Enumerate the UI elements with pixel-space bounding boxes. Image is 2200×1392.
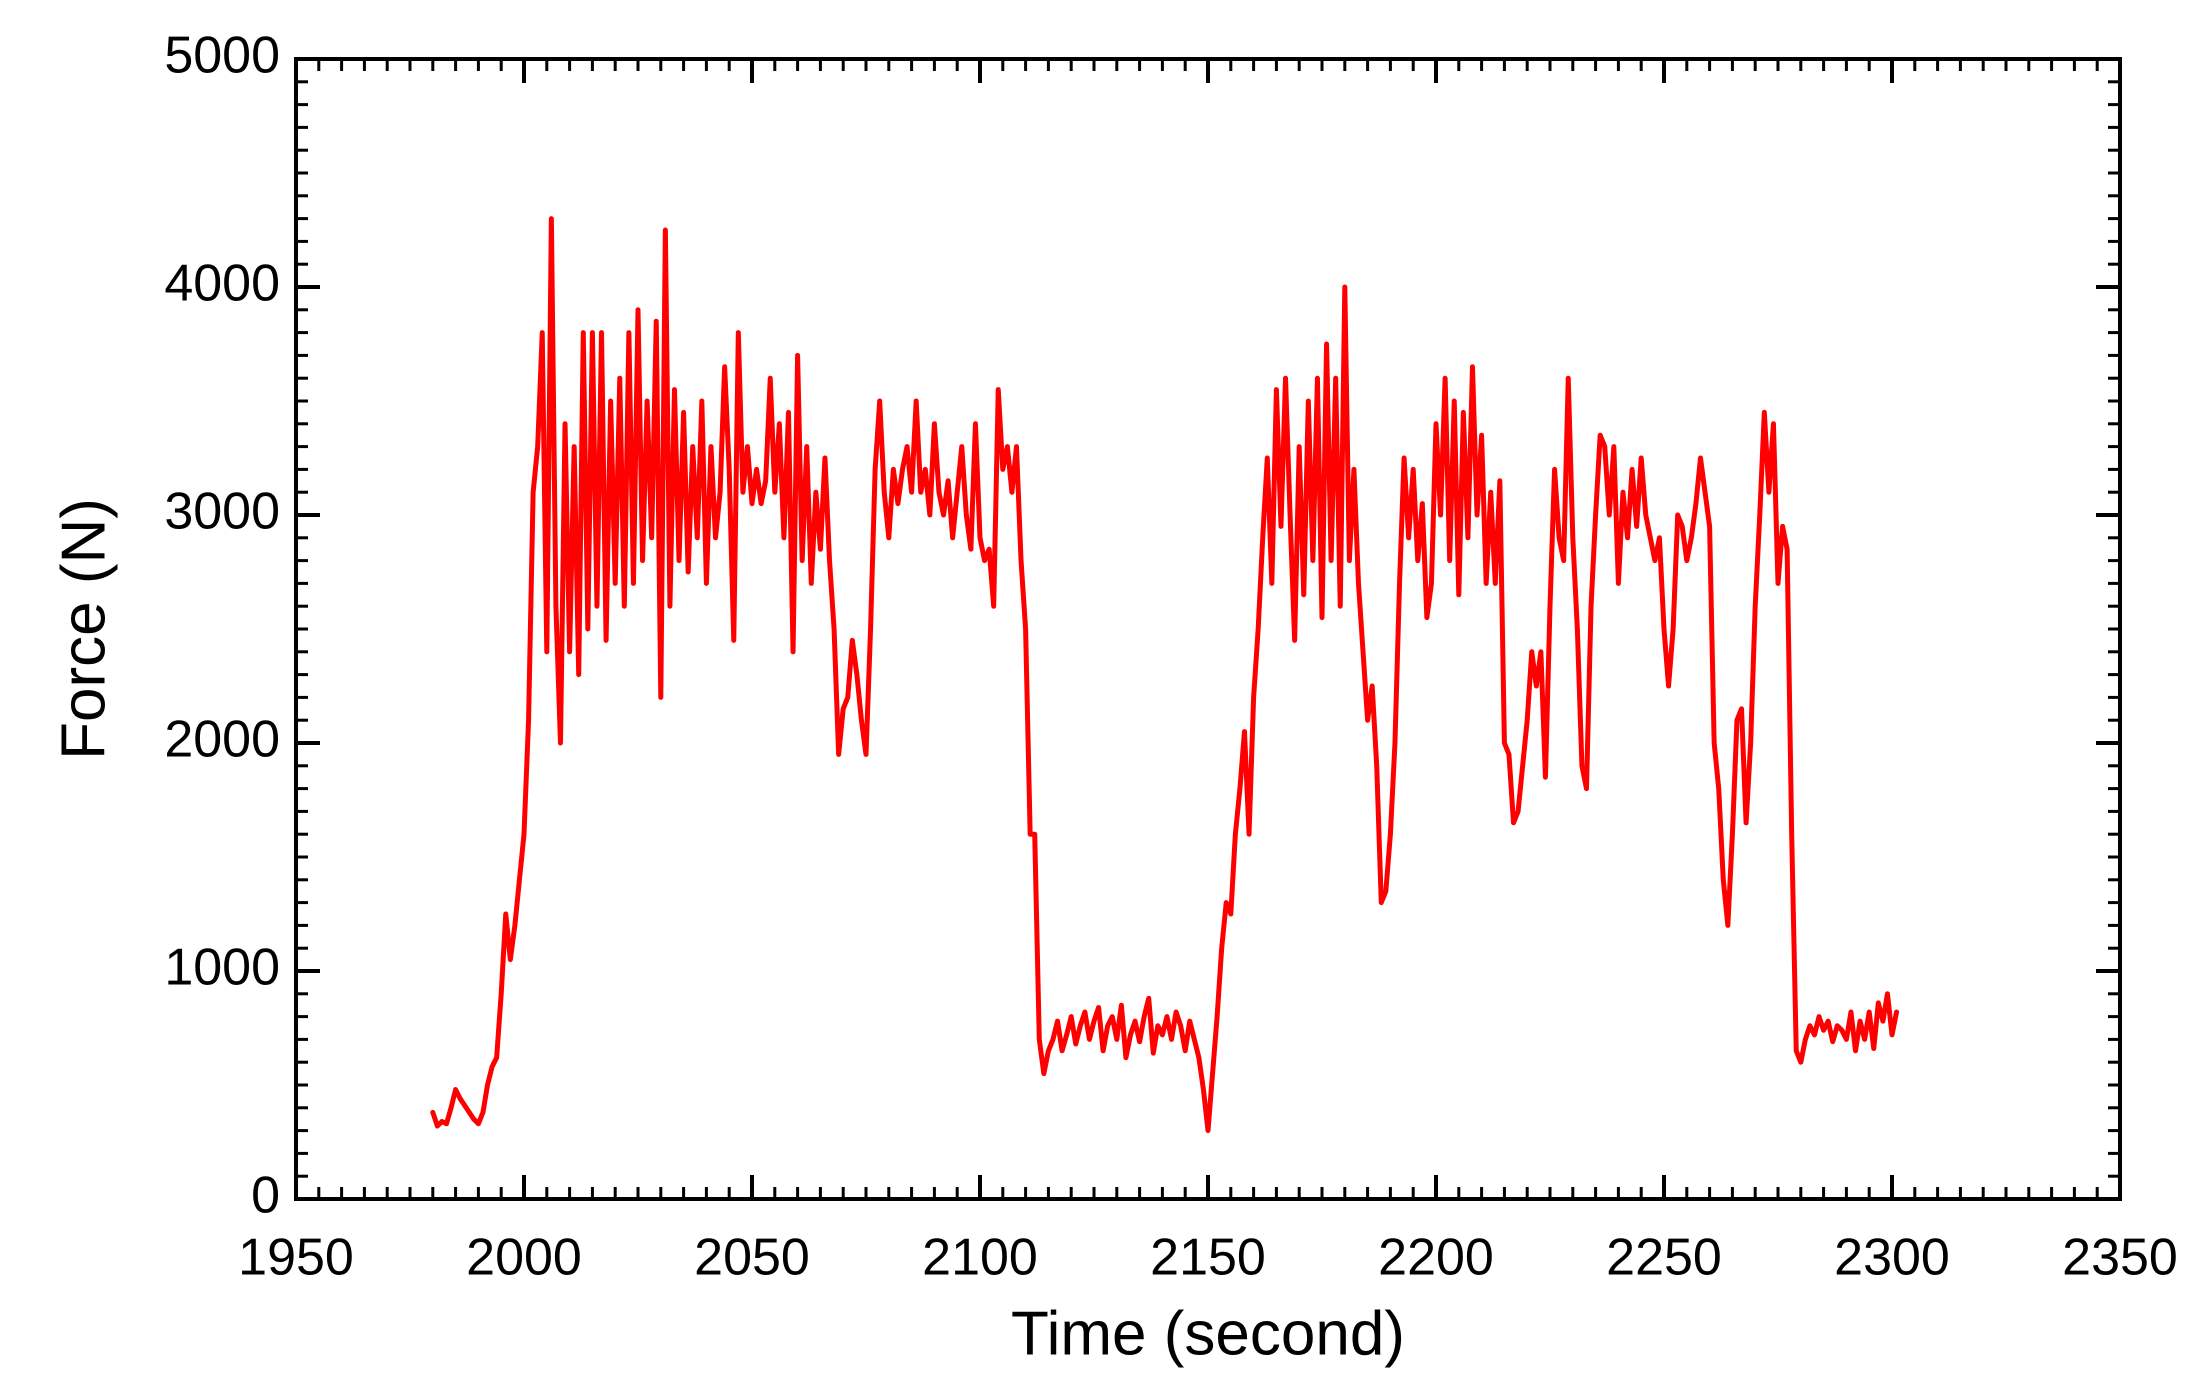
data-line (430, 216, 1900, 1134)
x-tick-label: 1950 (238, 1229, 354, 1287)
y-tick-label: 3000 (164, 483, 280, 541)
x-tick-label: 2000 (466, 1229, 582, 1287)
x-tick-label: 2200 (1378, 1229, 1494, 1287)
x-tick-label: 2050 (694, 1229, 810, 1287)
x-tick-label: 2150 (1150, 1229, 1266, 1287)
y-tick-label: 4000 (164, 255, 280, 313)
x-tick-label: 2250 (1606, 1229, 1722, 1287)
y-tick-label: 0 (251, 1167, 280, 1225)
plot-frame (294, 57, 2122, 1201)
x-axis-label: Time (second) (1011, 1299, 1405, 1368)
x-tick-label: 2100 (922, 1229, 1038, 1287)
y-tick-label: 1000 (164, 939, 280, 997)
y-tick-label: 5000 (164, 27, 280, 85)
y-tick-label: 2000 (164, 711, 280, 769)
y-axis-label: Force (N) (49, 498, 118, 760)
x-tick-label: 2350 (2062, 1229, 2178, 1287)
x-tick-label: 2300 (1834, 1229, 1950, 1287)
